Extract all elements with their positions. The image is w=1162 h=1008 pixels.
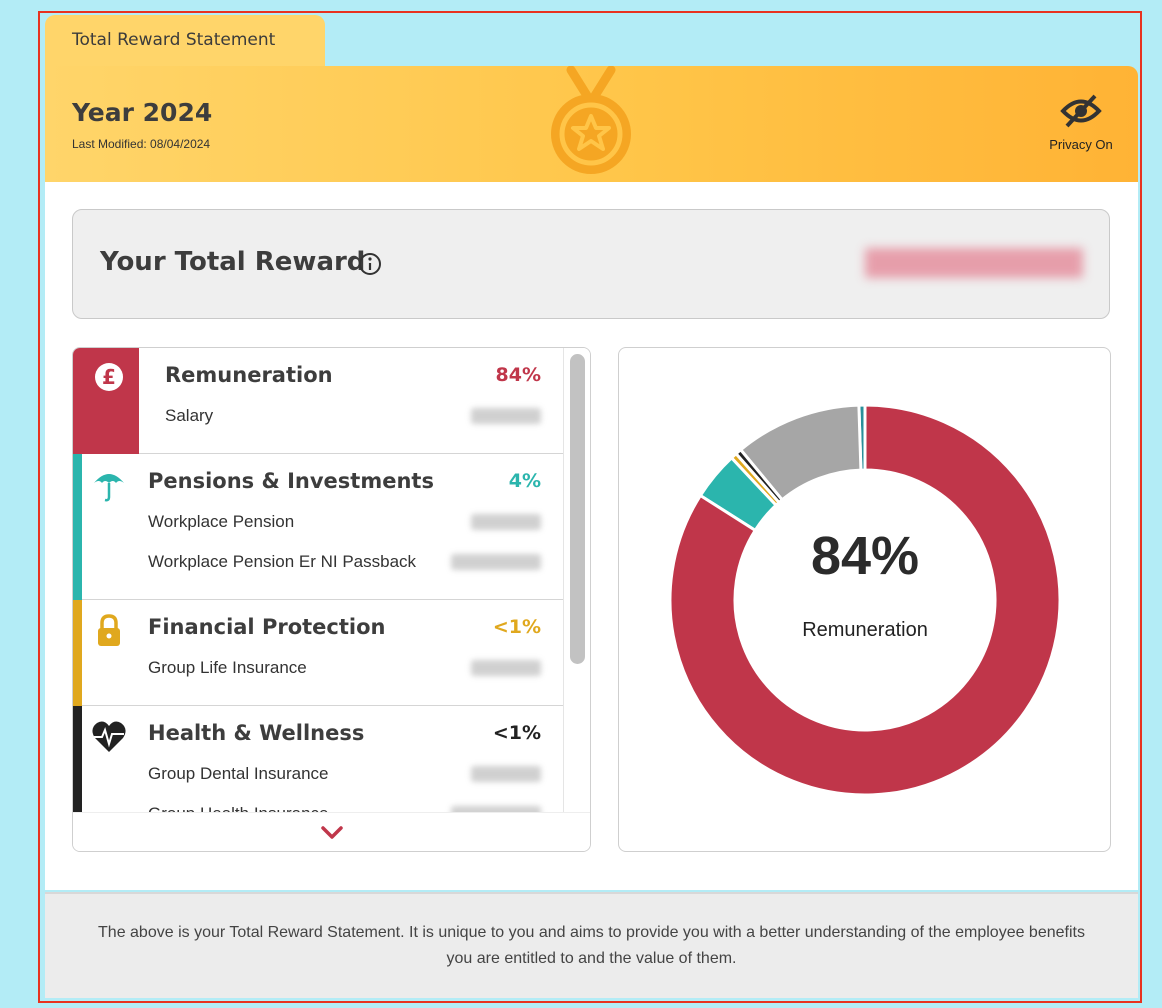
section-title: Remuneration bbox=[165, 363, 333, 387]
amount-hidden bbox=[451, 554, 541, 570]
section-icon bbox=[94, 474, 124, 502]
selection-frame bbox=[38, 11, 1142, 1003]
total-label: Your Total Reward bbox=[100, 247, 366, 277]
section-color-bar bbox=[73, 454, 82, 600]
benefit-section[interactable]: £ Remuneration 84% Salary bbox=[73, 348, 563, 454]
section-icon bbox=[92, 721, 126, 752]
chart-panel: 84% Remuneration bbox=[618, 347, 1111, 852]
center-label: Remuneration bbox=[802, 619, 928, 641]
center-value: 84% bbox=[811, 526, 919, 586]
amount-hidden bbox=[471, 766, 541, 782]
tab[interactable]: Total Reward Statement bbox=[45, 15, 325, 69]
info-icon[interactable] bbox=[358, 252, 382, 276]
section-title: Pensions & Investments bbox=[148, 469, 434, 493]
amount-hidden bbox=[471, 660, 541, 676]
privacy-toggle[interactable] bbox=[1059, 94, 1103, 128]
header: Year 2024 Last Modified: 08/04/2024 Priv… bbox=[45, 66, 1138, 182]
chevron-down[interactable] bbox=[320, 825, 344, 841]
benefit-section[interactable]: Health & Wellness <1% Group Dental Insuran… bbox=[73, 706, 563, 812]
section-percent: <1% bbox=[492, 616, 541, 638]
medal-icon bbox=[551, 66, 631, 174]
section-title: Financial Protection bbox=[148, 615, 386, 639]
section-percent: 84% bbox=[495, 364, 541, 386]
benefit-item: Workplace Pension bbox=[148, 512, 295, 531]
year-title: Year 2024 bbox=[72, 98, 213, 127]
amount-hidden bbox=[451, 806, 541, 812]
section-percent: 4% bbox=[508, 470, 541, 492]
benefit-section[interactable]: Pensions & Investments 4% Workplace Pensio… bbox=[73, 454, 563, 600]
amount-hidden bbox=[471, 514, 541, 530]
privacy-label[interactable]: Privacy On bbox=[1049, 137, 1113, 152]
scrollbar[interactable] bbox=[563, 348, 590, 812]
benefit-item: Group Health Insurance bbox=[148, 804, 329, 812]
section-icon: £ bbox=[95, 363, 123, 391]
last-modified: Last Modified: 08/04/2024 bbox=[72, 137, 211, 151]
scroll-down[interactable] bbox=[73, 812, 590, 851]
benefit-section[interactable]: Financial Protection <1% Group Life Insura… bbox=[73, 600, 563, 706]
benefit-item: Workplace Pension Er NI Passback bbox=[148, 552, 417, 571]
benefit-item: Group Dental Insurance bbox=[148, 764, 329, 783]
scroll-thumb[interactable] bbox=[570, 354, 585, 664]
donut-segment bbox=[738, 403, 863, 502]
section-icon bbox=[98, 614, 120, 646]
footer-note: The above is your Total Reward Statement… bbox=[45, 892, 1138, 998]
donut-chart: 84% Remuneration bbox=[668, 403, 1062, 797]
total-reward-card: Your Total Reward bbox=[72, 209, 1110, 319]
amount-hidden bbox=[471, 408, 541, 424]
total-amount-hidden bbox=[865, 248, 1083, 278]
donut-segment bbox=[698, 455, 779, 533]
section-color-bar bbox=[73, 706, 82, 812]
donut-segment bbox=[668, 403, 1062, 797]
section-percent: <1% bbox=[492, 722, 541, 744]
benefit-item: Salary bbox=[165, 406, 214, 425]
section-color-bar bbox=[73, 600, 82, 706]
sections: £ Remuneration 84% Salary Pensions & Investm… bbox=[73, 348, 563, 812]
svg-text:£: £ bbox=[102, 365, 116, 389]
benefit-list: £ Remuneration 84% Salary Pensions & Investm… bbox=[72, 347, 591, 852]
benefit-item: Group Life Insurance bbox=[148, 658, 307, 677]
section-title: Health & Wellness bbox=[148, 721, 365, 745]
